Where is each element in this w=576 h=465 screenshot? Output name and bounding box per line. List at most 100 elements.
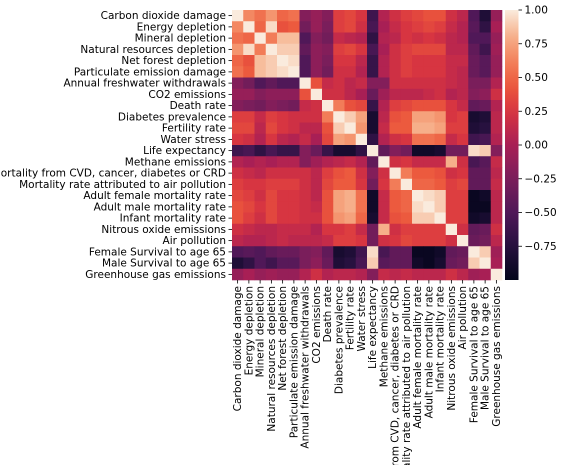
heatmap-cell xyxy=(355,10,368,22)
heatmap-cell xyxy=(265,111,278,123)
heatmap-cell xyxy=(378,167,390,180)
heatmap-cell xyxy=(265,167,278,180)
heatmap-cell xyxy=(468,133,480,146)
heatmap-cell xyxy=(400,100,413,112)
heatmap-cell xyxy=(445,212,458,225)
heatmap-cell xyxy=(457,32,469,45)
heatmap-cell xyxy=(232,201,244,213)
y-tick-label: Carbon dioxide damage xyxy=(101,10,226,22)
heatmap-cell xyxy=(445,145,458,157)
heatmap-cell xyxy=(490,111,503,123)
heatmap-cell xyxy=(277,268,289,281)
heatmap-cell xyxy=(355,145,368,157)
y-tick-label: Male Survival to age 65 xyxy=(102,258,226,270)
heatmap-cell xyxy=(344,21,357,33)
heatmap-cell xyxy=(457,223,469,236)
heatmap-cell xyxy=(423,235,435,247)
heatmap-cell xyxy=(457,257,469,270)
heatmap-cell xyxy=(310,246,323,258)
heatmap-cell xyxy=(322,190,334,202)
heatmap-cell xyxy=(412,122,424,135)
heatmap-cell xyxy=(389,88,402,101)
heatmap-cell xyxy=(378,212,390,225)
x-tick-label: Female Survival to age 65 xyxy=(468,286,480,423)
heatmap-cell xyxy=(445,88,458,101)
x-tick-label: Infant mortality rate xyxy=(435,286,447,392)
heatmap-cell xyxy=(265,201,278,213)
heatmap-cell xyxy=(367,223,379,236)
heatmap-cell xyxy=(265,235,278,247)
colorbar-tick-label: −0.50 xyxy=(525,207,557,219)
heatmap-cell xyxy=(445,32,458,45)
heatmap-cell xyxy=(434,32,447,45)
heatmap-cell xyxy=(277,111,289,123)
heatmap-cell xyxy=(412,257,424,270)
heatmap-cell xyxy=(434,111,447,123)
heatmap-cell xyxy=(333,66,345,78)
heatmap-cell xyxy=(479,55,492,67)
heatmap-cell xyxy=(423,190,435,202)
heatmap-cell xyxy=(434,122,447,135)
heatmap-cell xyxy=(490,122,503,135)
heatmap-cell xyxy=(322,55,334,67)
heatmap-cell xyxy=(232,145,244,157)
heatmap-cell xyxy=(412,223,424,236)
heatmap-cell xyxy=(310,190,323,202)
heatmap-cell xyxy=(434,10,447,22)
heatmap-cell xyxy=(434,190,447,202)
heatmap-cell xyxy=(288,55,300,67)
heatmap-cell xyxy=(288,167,300,180)
heatmap-cell xyxy=(423,167,435,180)
heatmap-cell xyxy=(445,235,458,247)
heatmap-cell xyxy=(344,32,357,45)
colorbar-tick-label: 0.50 xyxy=(525,72,548,84)
heatmap-cell xyxy=(457,122,469,135)
heatmap-cell xyxy=(367,246,379,258)
heatmap-cell xyxy=(232,21,244,33)
heatmap-cell xyxy=(479,32,492,45)
heatmap-cell xyxy=(389,257,402,270)
y-tick-label: Nitrous oxide emissions xyxy=(101,224,226,236)
heatmap-cell xyxy=(277,201,289,213)
heatmap-cell xyxy=(277,10,289,22)
heatmap-cell xyxy=(434,257,447,270)
heatmap-cell xyxy=(299,55,312,67)
heatmap-cell xyxy=(333,156,345,168)
heatmap-cell xyxy=(243,257,255,270)
heatmap-cell xyxy=(333,235,345,247)
heatmap-cell xyxy=(423,133,435,146)
heatmap-cell xyxy=(265,32,278,45)
heatmap-cell xyxy=(434,43,447,56)
heatmap-cell xyxy=(479,212,492,225)
x-tick-label: Life expectancy xyxy=(367,286,379,369)
heatmap-cell xyxy=(310,122,323,135)
heatmap-cell xyxy=(412,145,424,157)
heatmap-cell xyxy=(254,257,267,270)
y-tick-label: Methane emissions xyxy=(125,156,226,168)
heatmap-cell xyxy=(378,246,390,258)
heatmap-cell xyxy=(412,156,424,168)
heatmap-cell xyxy=(479,167,492,180)
heatmap-cell xyxy=(367,145,379,157)
heatmap-cell xyxy=(288,111,300,123)
heatmap-cell xyxy=(457,77,469,90)
heatmap-cell xyxy=(322,156,334,168)
heatmap-cell xyxy=(490,212,503,225)
axis-ticks xyxy=(228,15,497,284)
heatmap-cell xyxy=(355,77,368,90)
heatmap-cell xyxy=(378,145,390,157)
heatmap-cell xyxy=(468,212,480,225)
heatmap-cell xyxy=(434,167,447,180)
heatmap-cell xyxy=(400,246,413,258)
heatmap-cell xyxy=(243,43,255,56)
heatmap-cell xyxy=(254,77,267,90)
heatmap-cell xyxy=(479,223,492,236)
heatmap-cell xyxy=(288,268,300,281)
heatmap-cell xyxy=(243,32,255,45)
heatmap-cell xyxy=(322,32,334,45)
heatmap-cell xyxy=(288,201,300,213)
colorbar-tick-label: 0.25 xyxy=(525,106,548,118)
heatmap-cell xyxy=(490,43,503,56)
heatmap-cell xyxy=(322,122,334,135)
heatmap-cell xyxy=(299,167,312,180)
